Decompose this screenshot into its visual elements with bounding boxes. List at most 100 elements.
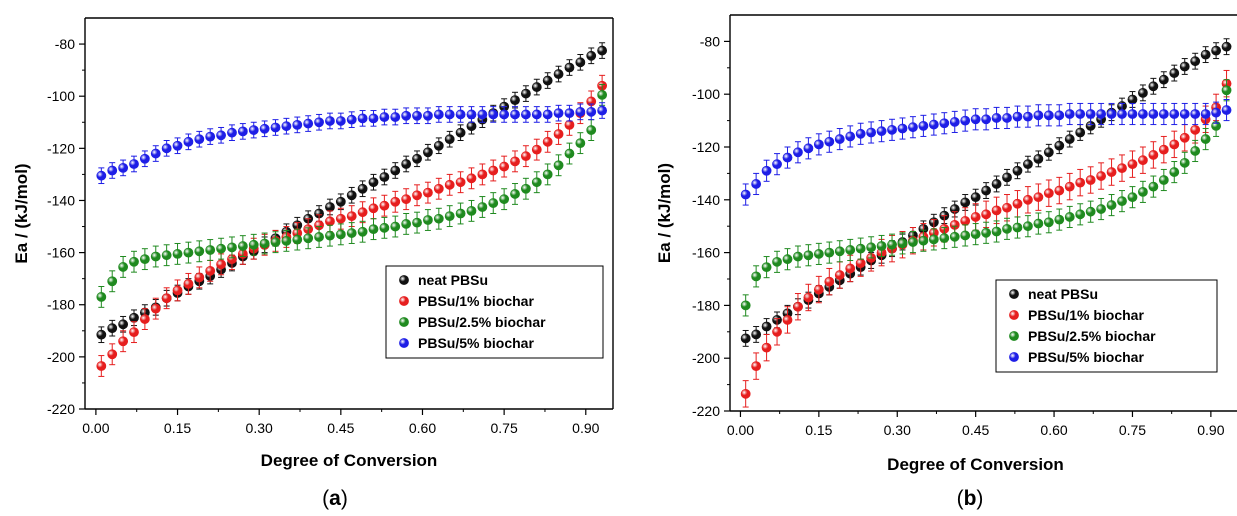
data-point [205, 131, 216, 142]
data-point [1106, 200, 1117, 210]
legend-marker [1009, 331, 1019, 341]
data-point [1012, 222, 1023, 233]
data-point [564, 108, 575, 119]
data-point [96, 170, 107, 181]
data-point [357, 207, 368, 218]
data-point [270, 122, 281, 133]
data-point [1075, 177, 1086, 188]
chart-panel-b: 0.00 0.15 0.30 0.45 0.60 0.75 0.90 -80 -100 -120 -… [655, 14, 1237, 510]
data-point [1127, 159, 1138, 170]
data-point [412, 153, 422, 164]
data-point [1148, 81, 1159, 92]
data-point [981, 185, 992, 196]
data-point [531, 177, 542, 188]
data-point [325, 116, 335, 126]
legend-label: PBSu/2.5% biochar [418, 314, 546, 330]
data-point [107, 276, 118, 287]
data-point [205, 245, 216, 255]
data-point [803, 143, 814, 154]
data-point [107, 349, 118, 360]
data-point [1200, 109, 1211, 119]
x-tick-label: 0.75 [1119, 422, 1146, 438]
data-point [782, 152, 793, 163]
x-axis-title: Degree of Conversion [261, 451, 438, 470]
data-point [772, 326, 782, 337]
data-point [542, 75, 553, 86]
legend-marker [399, 275, 409, 285]
data-point [1127, 109, 1138, 119]
data-point [1085, 175, 1096, 185]
data-point [444, 134, 455, 145]
data-point [314, 232, 324, 242]
data-point [510, 109, 520, 120]
data-point [813, 139, 824, 150]
data-point [335, 213, 346, 224]
series-2 [740, 79, 1232, 317]
data-point [335, 116, 346, 126]
y-tick-label: -80 [700, 33, 720, 49]
data-point [897, 238, 908, 249]
data-point [970, 229, 981, 240]
data-point [1190, 124, 1201, 135]
x-tick-label: 0.90 [572, 420, 599, 436]
data-point [575, 138, 586, 149]
data-point [412, 217, 422, 228]
data-point [466, 109, 477, 120]
y-tick-label: -120 [47, 140, 75, 156]
data-point [172, 140, 183, 151]
data-point [379, 172, 390, 182]
data-point [531, 82, 542, 92]
data-point [793, 147, 803, 158]
data-point [782, 254, 793, 265]
data-point [194, 134, 205, 145]
data-point [521, 151, 531, 162]
data-point [824, 276, 835, 287]
data-point [488, 109, 499, 120]
y-tick-label: -140 [47, 192, 75, 208]
legend-label: PBSu/1% biochar [1028, 307, 1144, 323]
data-point [401, 110, 412, 121]
data-point [237, 241, 248, 251]
data-point [1033, 110, 1044, 121]
data-point [303, 233, 314, 244]
data-point [227, 127, 237, 138]
data-point [1190, 109, 1201, 119]
data-point [970, 212, 981, 222]
data-point [216, 130, 226, 141]
y-axis-title: Ea / (kJ/mol) [655, 163, 674, 263]
data-point [433, 109, 444, 120]
x-tick-label: 0.90 [1197, 422, 1224, 438]
data-point [845, 263, 856, 274]
data-point [444, 109, 455, 120]
data-point [586, 106, 597, 117]
legend-box [385, 265, 604, 359]
data-point [423, 215, 433, 225]
y-tick-label: -160 [692, 245, 720, 261]
data-point [368, 203, 379, 214]
data-point [1158, 74, 1169, 85]
data-point [335, 196, 346, 207]
data-point [401, 194, 412, 205]
data-point [960, 230, 971, 241]
data-point [488, 165, 499, 176]
y-tick-label: -200 [47, 349, 75, 365]
data-point [248, 239, 259, 250]
data-point [845, 245, 856, 255]
data-point [216, 259, 226, 270]
data-point [205, 265, 216, 276]
data-point [521, 109, 531, 120]
data-point [1148, 181, 1159, 192]
data-point [1002, 223, 1012, 234]
y-tick-label: -220 [692, 403, 720, 419]
data-point [194, 246, 205, 257]
data-point [772, 159, 782, 170]
data-point [740, 300, 751, 311]
data-point [303, 118, 314, 129]
data-point [325, 216, 335, 227]
data-point [1190, 146, 1201, 156]
data-point [139, 153, 150, 164]
data-point [412, 190, 422, 201]
data-point [129, 312, 139, 323]
data-point [1179, 157, 1190, 168]
